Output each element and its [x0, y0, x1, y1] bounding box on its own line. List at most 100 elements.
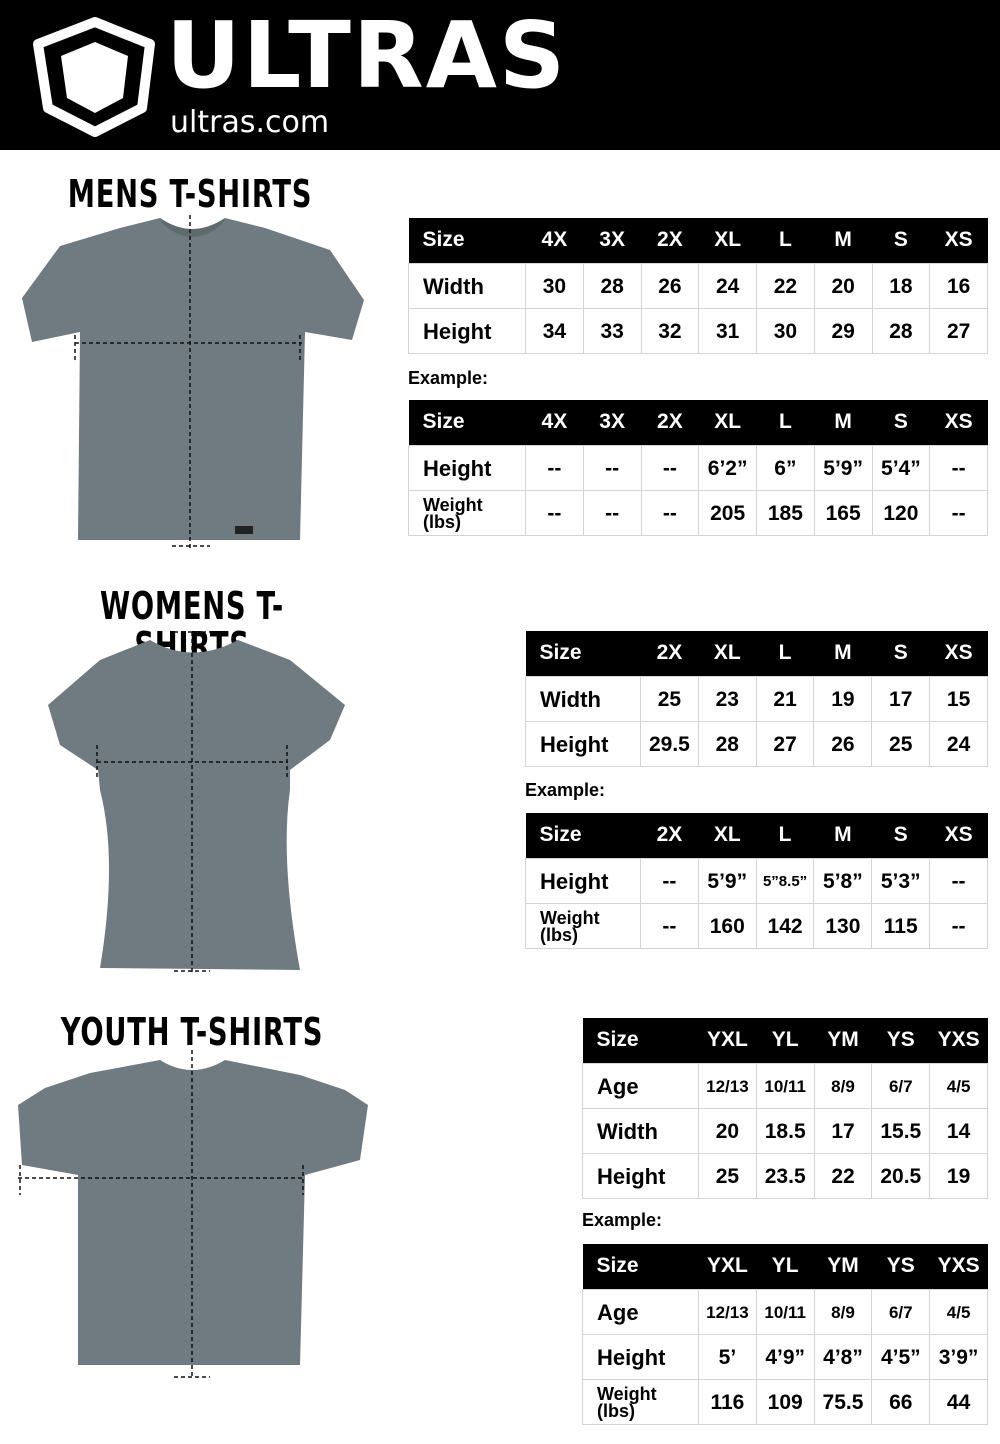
table-cell: 6” — [756, 444, 815, 491]
table-row: Height -- 5’9” 5”8.5” 5’8” 5’3” -- — [525, 857, 988, 904]
table-cell: 29 — [813, 307, 873, 354]
size-column-header: XL — [698, 631, 757, 676]
table-cell: 115 — [871, 902, 931, 949]
youth-example-label: Example: — [582, 1210, 663, 1230]
table-cell: -- — [525, 489, 584, 536]
header-row: Size 4X 3X 2X XL L M S XS — [408, 218, 988, 263]
table-cell: 160 — [697, 902, 757, 949]
header-row: Size 2X XL L M S XS — [525, 813, 988, 858]
size-column-header: XL — [698, 400, 757, 445]
table-cell: 28 — [871, 307, 931, 354]
table-cell: 25 — [871, 720, 931, 767]
table-cell: -- — [525, 444, 584, 491]
youth-example-table: Size YXL YL YM YS YXS Age 12/13 10/11 8/9 6/7 4/5 He… — [582, 1244, 988, 1425]
table-cell: 25 — [698, 1152, 757, 1199]
size-column-header: XL — [698, 218, 757, 263]
table-cell: 4’8” — [813, 1333, 873, 1380]
table-cell: 4’9” — [755, 1333, 815, 1380]
size-column-header: 2X — [641, 400, 699, 445]
row-label: Height — [408, 444, 526, 491]
table-cell: 142 — [755, 902, 815, 949]
table-cell: 130 — [813, 902, 873, 949]
table-cell: 26 — [813, 720, 873, 767]
row-label: Height — [582, 1152, 699, 1199]
table-cell: 34 — [525, 307, 584, 354]
table-cell: 24 — [929, 720, 988, 767]
size-column-header: M — [813, 813, 872, 858]
row-label: Width — [582, 1107, 699, 1154]
site-header: ULTRAS ultras.com — [0, 0, 1000, 150]
table-cell: 116 — [698, 1378, 757, 1425]
size-column-header: 3X — [583, 218, 641, 263]
table-row: Width 30 28 26 24 22 20 18 16 — [408, 262, 988, 309]
size-column-header: XS — [929, 631, 988, 676]
size-column-header: L — [756, 631, 814, 676]
table-cell: 33 — [582, 307, 642, 354]
table-cell: 5’3” — [871, 857, 931, 904]
table-cell: 5’9” — [697, 857, 757, 904]
table-cell: 19 — [929, 1152, 988, 1199]
table-cell: 29.5 — [640, 720, 699, 767]
mens-example-label: Example: — [408, 368, 489, 388]
site-url[interactable]: ultras.com — [170, 105, 330, 140]
size-column-header: 4X — [525, 218, 584, 263]
size-column-header: 2X — [641, 218, 699, 263]
table-cell: 18.5 — [755, 1107, 815, 1154]
table-cell: -- — [640, 857, 699, 904]
table-cell: 6’2” — [698, 444, 757, 491]
table-cell: 19 — [813, 675, 873, 722]
table-cell: 6/7 — [871, 1062, 931, 1109]
table-row: Weight (lbs) 116 109 75.5 66 44 — [582, 1378, 988, 1425]
size-header: Size — [582, 1244, 699, 1289]
table-cell: 4/5 — [929, 1288, 988, 1335]
row-label: Age — [582, 1062, 699, 1109]
shield-logo-icon — [33, 17, 155, 137]
size-column-header: 2X — [640, 813, 699, 858]
womens-shirt-image — [48, 631, 345, 972]
header-row: Size 2X XL L M S XS — [525, 631, 988, 676]
table-row: Weight (lbs) -- -- -- 205 185 165 120 -- — [408, 489, 988, 536]
row-label: Height — [525, 720, 641, 767]
table-cell: -- — [929, 902, 988, 949]
table-cell: -- — [929, 857, 988, 904]
row-label: Height — [582, 1333, 699, 1380]
table-cell: 23 — [697, 675, 757, 722]
table-cell: -- — [640, 902, 699, 949]
table-cell: 10/11 — [755, 1288, 815, 1335]
size-column-header: L — [756, 400, 815, 445]
size-header: Size — [408, 218, 526, 263]
table-cell: 22 — [756, 262, 815, 309]
table-cell: -- — [582, 489, 642, 536]
table-cell: 17 — [813, 1107, 873, 1154]
header-row: Size YXL YL YM YS YXS — [582, 1018, 988, 1063]
table-cell: -- — [582, 444, 642, 491]
size-column-header: YXS — [929, 1244, 988, 1289]
size-column-header: YXS — [929, 1018, 988, 1063]
mens-shirt-image — [22, 215, 364, 548]
size-header: Size — [525, 631, 641, 676]
table-cell: 28 — [697, 720, 757, 767]
table-row: Height 5’ 4’9” 4’8” 4’5” 3’9” — [582, 1333, 988, 1380]
youth-shirt-image — [18, 1050, 368, 1378]
table-cell: 25 — [640, 675, 699, 722]
size-column-header: XS — [929, 218, 988, 263]
table-row: Weight (lbs) -- 160 142 130 115 -- — [525, 902, 988, 949]
table-cell: 27 — [755, 720, 815, 767]
row-label: Weight (lbs) — [582, 1378, 699, 1425]
table-cell: 26 — [640, 262, 700, 309]
size-column-header: XL — [698, 813, 757, 858]
table-cell: 30 — [525, 262, 584, 309]
table-row: Age 12/13 10/11 8/9 6/7 4/5 — [582, 1288, 988, 1335]
table-cell: 28 — [582, 262, 642, 309]
table-cell: 205 — [698, 489, 757, 536]
table-cell: -- — [929, 444, 988, 491]
table-cell: 109 — [755, 1378, 815, 1425]
table-cell: 17 — [871, 675, 931, 722]
table-cell: 66 — [871, 1378, 931, 1425]
mens-size-table: Size 4X 3X 2X XL L M S XS Width 30 28 26 24 22 20 18 16 He… — [408, 218, 988, 354]
size-column-header: L — [756, 218, 815, 263]
youth-size-table: Size YXL YL YM YS YXS Age 12/13 10/11 8/9 6/7 4/5 Wi… — [582, 1018, 988, 1199]
table-cell: 44 — [929, 1378, 988, 1425]
size-column-header: M — [813, 631, 872, 676]
table-row: Height -- -- -- 6’2” 6” 5’9” 5’4” -- — [408, 444, 988, 491]
